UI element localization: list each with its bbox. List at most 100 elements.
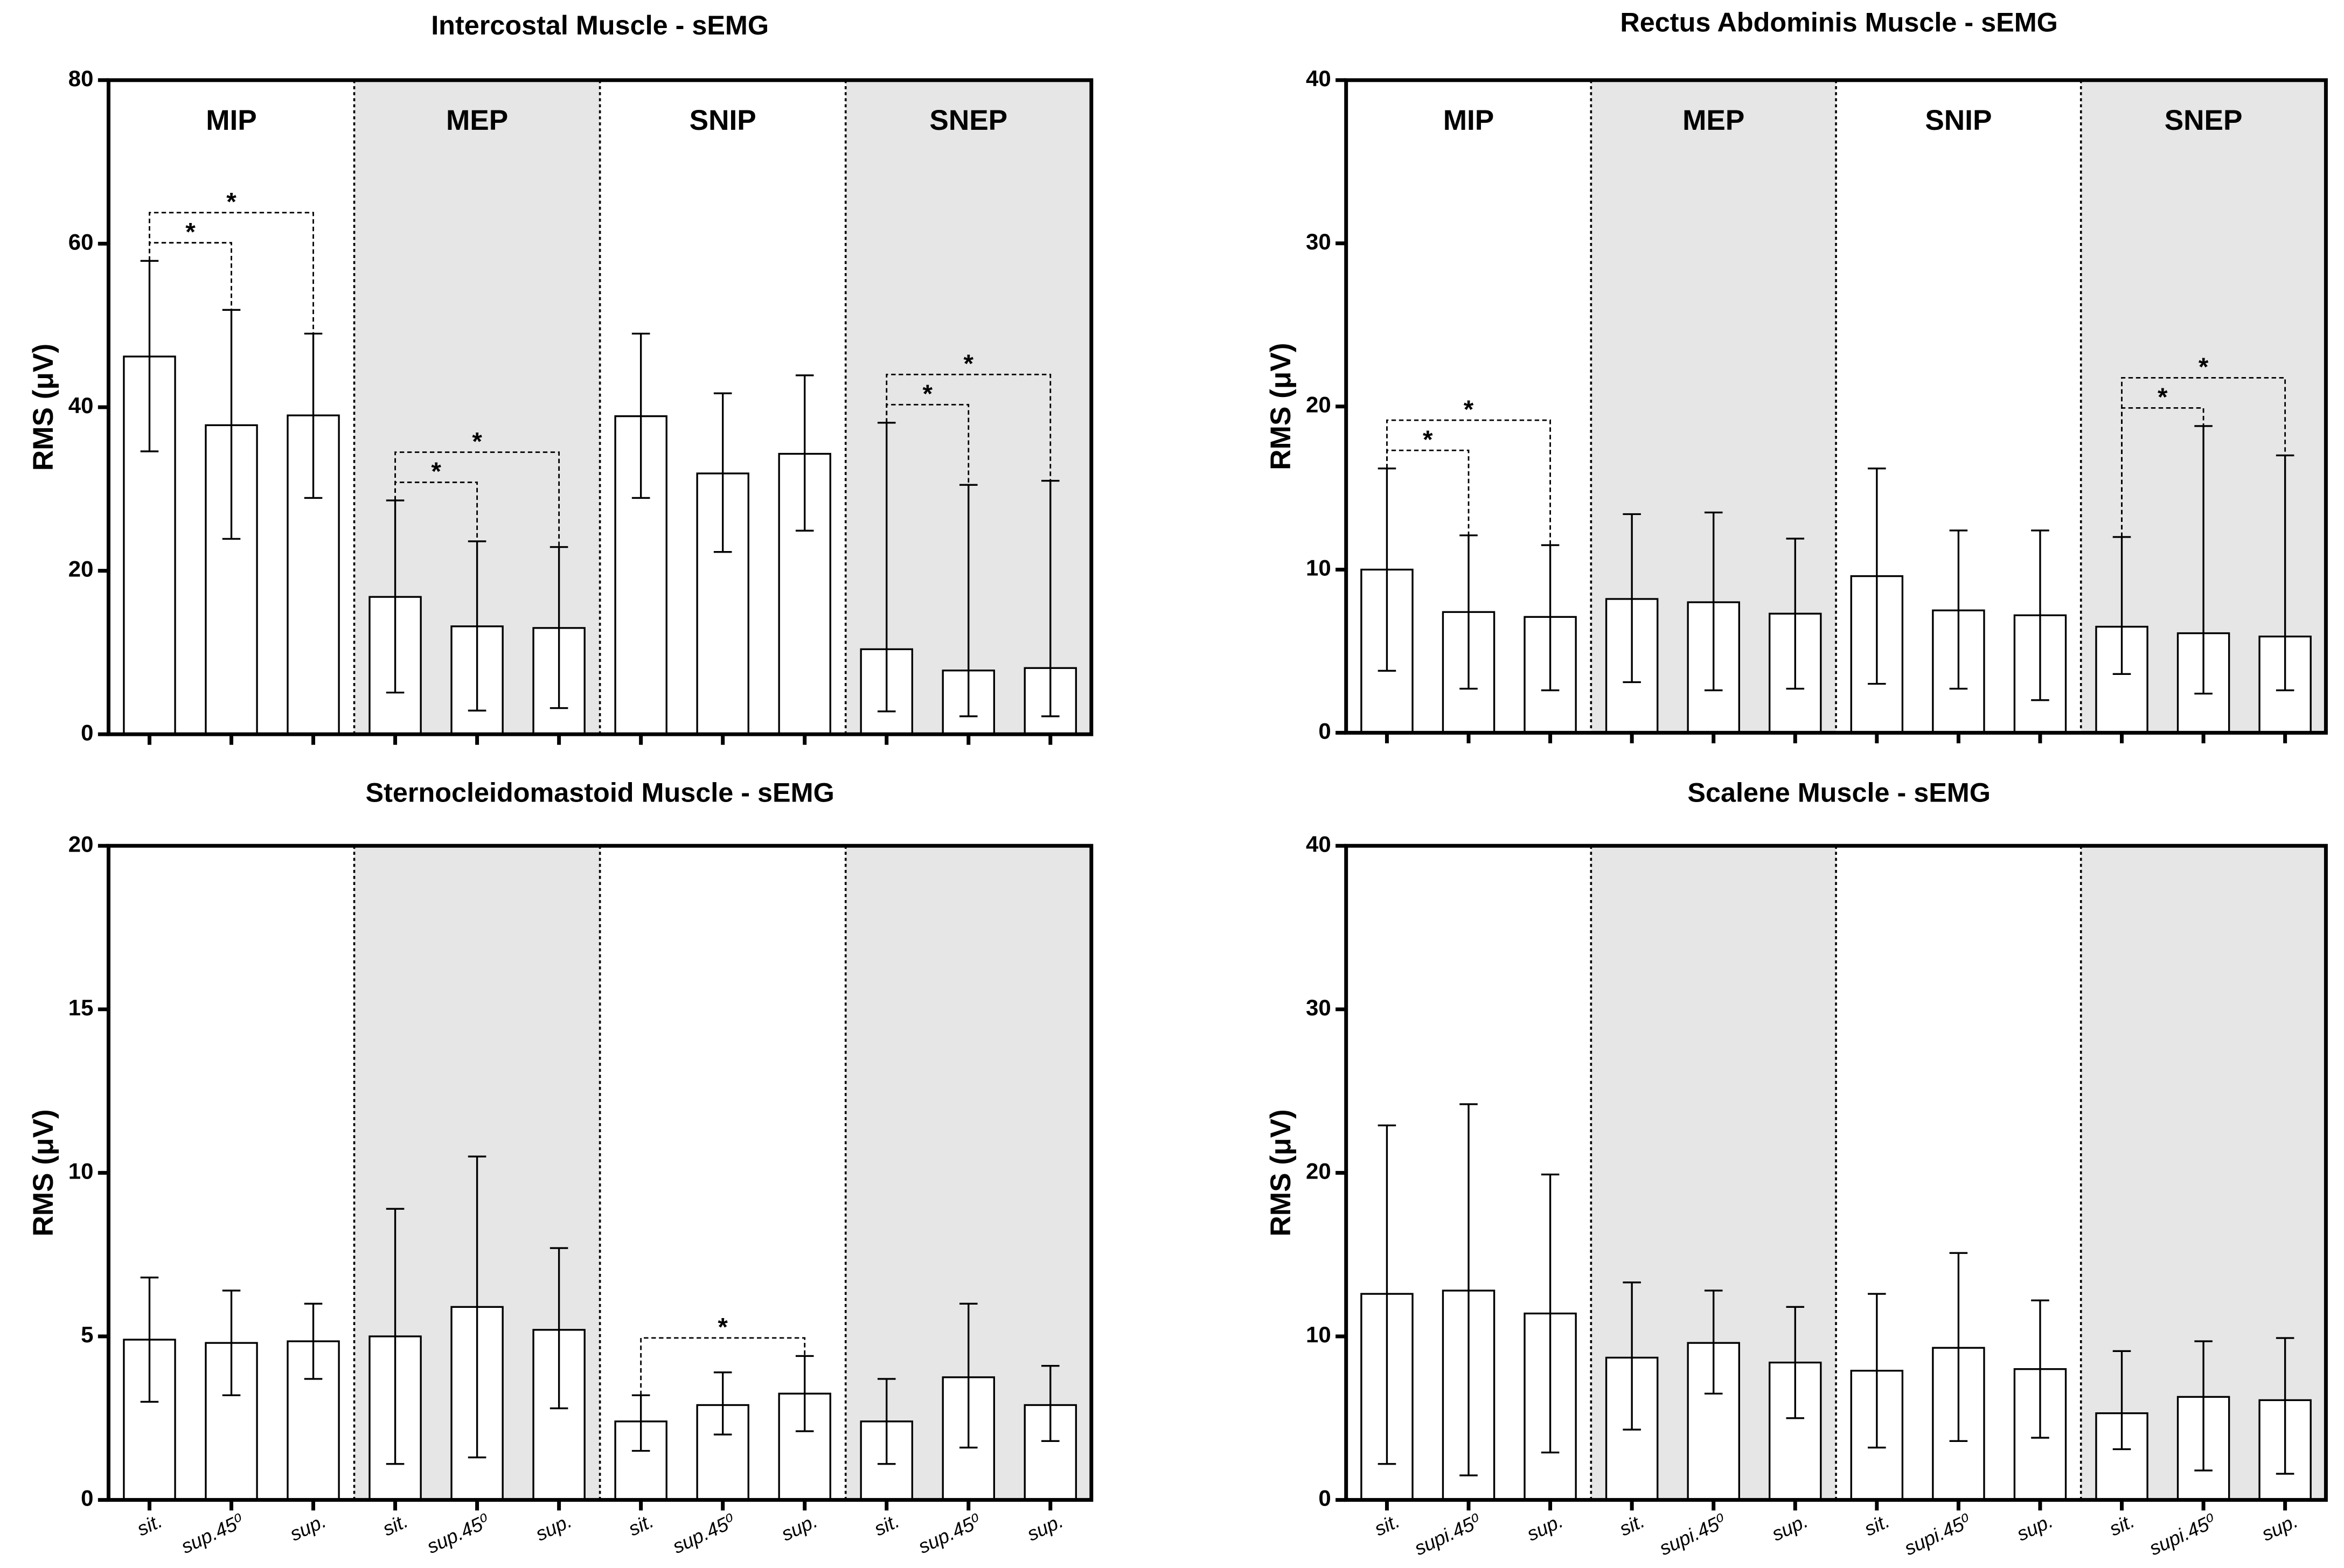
y-tick-label: 30: [1306, 995, 1331, 1020]
error-bar: [1949, 529, 1968, 690]
x-tick-label: supi.45⁰: [2146, 1509, 2220, 1559]
significance-label: *: [964, 350, 974, 378]
significance-label: *: [718, 1313, 728, 1342]
chart-panel: Scalene Muscle - sEMG RMS (μV) 0 10 20 30 40 si…: [1265, 777, 2328, 1559]
y-tick-label: 0: [1318, 718, 1331, 743]
error-bar: [1786, 1306, 1805, 1419]
x-tick-label: sup.: [1024, 1510, 1067, 1545]
y-tick-label: 20: [68, 831, 94, 856]
significance-bracket: [394, 451, 560, 547]
error-bar: [795, 374, 814, 532]
significance-bracket: [640, 1337, 806, 1396]
x-tick-label: sit.: [1371, 1510, 1403, 1541]
significance-label: *: [2199, 353, 2209, 381]
x-tick-label: sup.: [287, 1510, 330, 1545]
x-tick-label: supi.45⁰: [1901, 1509, 1974, 1559]
significance-label: *: [185, 218, 196, 246]
significance-bracket: [1386, 419, 1551, 546]
error-bar: [959, 1302, 978, 1449]
significance-bracket: [149, 242, 232, 310]
error-bar: [1949, 1252, 1968, 1442]
significance-label: *: [2158, 383, 2168, 412]
y-tick-label: 0: [81, 720, 93, 745]
error-bar: [386, 1208, 405, 1465]
y-tick-label: 5: [81, 1322, 93, 1347]
x-tick-label: sup.: [1524, 1510, 1567, 1545]
error-bar: [140, 260, 159, 452]
error-bar: [713, 1371, 732, 1435]
error-bar: [1623, 513, 1641, 684]
error-bar: [1868, 468, 1886, 685]
group-label: SNIP: [1925, 104, 1992, 136]
y-tick-label: 10: [68, 1158, 94, 1183]
x-tick-label: sit.: [871, 1510, 902, 1541]
x-tick-label: sup.: [2258, 1510, 2301, 1545]
y-tick-label: 40: [68, 393, 94, 418]
error-bar: [1041, 1364, 1060, 1442]
group-label: MEP: [1682, 104, 1744, 136]
chart-panel: MIP MEP SNIP SNEP Intercostal Muscle - sEMG R…: [27, 10, 1094, 745]
error-bar: [1786, 538, 1805, 690]
error-bar: [468, 1155, 486, 1459]
group-label: SNEP: [929, 104, 1007, 136]
error-bar: [959, 484, 978, 717]
significance-label: *: [431, 457, 441, 486]
chart-title: Scalene Muscle - sEMG: [1687, 777, 1991, 807]
significance-label: *: [226, 188, 237, 217]
significance-bracket: [1386, 449, 1470, 535]
error-bar: [2194, 1340, 2213, 1472]
significance-bracket: [149, 212, 314, 334]
error-bar: [1541, 544, 1560, 692]
y-tick-label: 60: [68, 229, 94, 254]
group-label: SNEP: [2165, 104, 2243, 136]
chart-title: Intercostal Muscle - sEMG: [431, 10, 769, 40]
y-tick-label: 40: [1306, 66, 1331, 91]
y-axis-label: RMS (μV): [27, 344, 59, 471]
x-tick-label: sit.: [2106, 1510, 2138, 1541]
x-tick-label: supi.45⁰: [1411, 1509, 1485, 1559]
y-tick-label: 80: [68, 66, 94, 91]
chart-panel: Sternocleidomastoid Muscle - sEMG RMS (μV…: [27, 777, 1094, 1558]
error-bar: [140, 1277, 159, 1403]
y-tick-label: 15: [68, 995, 94, 1020]
y-axis-label: RMS (μV): [1265, 343, 1297, 470]
x-tick-label: sup.45⁰: [423, 1509, 493, 1558]
error-bar: [1623, 1281, 1641, 1431]
x-tick-label: sup.: [532, 1510, 575, 1545]
error-bar: [1459, 1103, 1478, 1476]
x-tick-label: sup.45⁰: [669, 1509, 739, 1558]
error-bar: [1378, 1124, 1396, 1465]
significance-bracket: [2121, 377, 2286, 537]
plot-frame: [1344, 78, 2328, 735]
chart-panel: MIP MEP SNIP SNEP Rectus Abdominis Muscle - …: [1265, 7, 2328, 743]
error-bar: [2276, 1337, 2294, 1475]
error-bar: [877, 1378, 896, 1465]
group-label: SNIP: [690, 104, 756, 136]
significance-bracket: [886, 373, 1052, 481]
y-tick-label: 0: [81, 1486, 93, 1511]
group-label: MIP: [1443, 104, 1494, 136]
x-tick-label: sit.: [1861, 1510, 1893, 1541]
x-tick-label: sit.: [379, 1510, 411, 1541]
error-bar: [550, 1247, 568, 1410]
y-axis-label: RMS (μV): [1265, 1109, 1297, 1236]
error-bar: [2194, 425, 2213, 695]
error-bar: [2112, 1350, 2131, 1451]
error-bar: [1868, 1293, 1886, 1449]
error-bar: [1704, 511, 1723, 692]
error-bar: [2031, 529, 2049, 701]
plot-frame: [106, 844, 1094, 1502]
y-tick-label: 0: [1318, 1486, 1331, 1511]
group-label: MIP: [206, 104, 257, 136]
y-tick-label: 10: [1306, 1322, 1331, 1347]
y-tick-label: 10: [1306, 555, 1331, 581]
error-bar: [1541, 1173, 1560, 1454]
y-tick-label: 20: [68, 556, 94, 582]
error-bar: [631, 332, 650, 499]
y-tick-label: 30: [1306, 229, 1331, 254]
y-tick-label: 40: [1306, 831, 1331, 856]
x-tick-label: sup.: [1768, 1510, 1811, 1545]
error-bar: [550, 546, 568, 709]
x-tick-label: sup.45⁰: [178, 1509, 248, 1558]
